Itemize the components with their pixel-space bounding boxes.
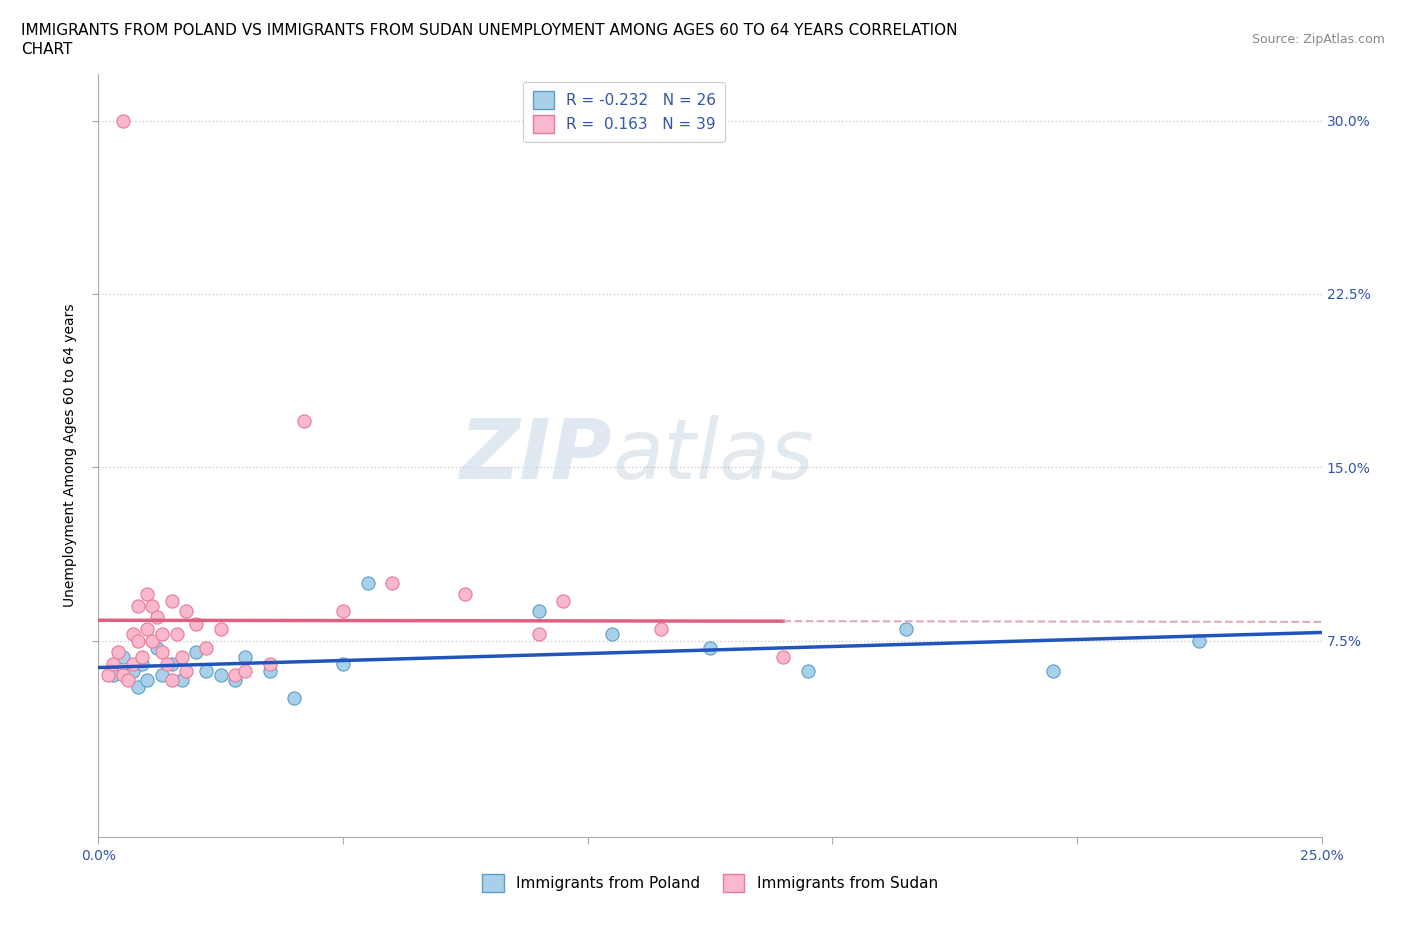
Legend: Immigrants from Poland, Immigrants from Sudan: Immigrants from Poland, Immigrants from … bbox=[477, 868, 943, 898]
Immigrants from Sudan bbox=[111, 668, 134, 683]
Immigrants from Sudan bbox=[146, 610, 169, 625]
Immigrants from Sudan bbox=[772, 649, 794, 664]
Immigrants from Poland bbox=[131, 657, 153, 671]
Immigrants from Sudan bbox=[224, 668, 246, 683]
Immigrants from Sudan bbox=[111, 113, 134, 128]
Immigrants from Poland bbox=[121, 663, 143, 678]
Immigrants from Poland bbox=[150, 668, 173, 683]
Immigrants from Sudan bbox=[454, 587, 477, 602]
Immigrants from Poland bbox=[233, 649, 256, 664]
Immigrants from Sudan bbox=[156, 657, 179, 671]
Immigrants from Sudan bbox=[259, 657, 281, 671]
Immigrants from Sudan bbox=[195, 640, 218, 655]
Immigrants from Sudan bbox=[107, 644, 129, 659]
Immigrants from Sudan bbox=[170, 649, 193, 664]
Immigrants from Poland bbox=[332, 657, 354, 671]
Text: Source: ZipAtlas.com: Source: ZipAtlas.com bbox=[1251, 33, 1385, 46]
Immigrants from Poland bbox=[600, 626, 623, 641]
Immigrants from Poland bbox=[136, 672, 159, 687]
Immigrants from Sudan bbox=[166, 626, 188, 641]
Immigrants from Sudan bbox=[141, 633, 163, 648]
Immigrants from Sudan bbox=[176, 603, 198, 618]
Immigrants from Poland bbox=[224, 672, 246, 687]
Immigrants from Sudan bbox=[150, 644, 173, 659]
Immigrants from Poland bbox=[1188, 633, 1211, 648]
Immigrants from Sudan bbox=[527, 626, 550, 641]
Immigrants from Sudan bbox=[176, 663, 198, 678]
Immigrants from Sudan bbox=[121, 657, 143, 671]
Immigrants from Sudan bbox=[101, 657, 124, 671]
Immigrants from Poland bbox=[797, 663, 820, 678]
Immigrants from Sudan bbox=[136, 587, 159, 602]
Immigrants from Poland bbox=[101, 668, 124, 683]
Immigrants from Poland bbox=[356, 576, 378, 591]
Immigrants from Poland bbox=[160, 657, 183, 671]
Immigrants from Sudan bbox=[150, 626, 173, 641]
Immigrants from Sudan bbox=[292, 414, 315, 429]
Immigrants from Sudan bbox=[233, 663, 256, 678]
Immigrants from Sudan bbox=[332, 603, 354, 618]
Immigrants from Poland bbox=[146, 640, 169, 655]
Immigrants from Poland bbox=[127, 679, 149, 694]
Immigrants from Sudan bbox=[553, 594, 575, 609]
Text: atlas: atlas bbox=[612, 415, 814, 497]
Immigrants from Sudan bbox=[381, 576, 404, 591]
Immigrants from Sudan bbox=[160, 594, 183, 609]
Immigrants from Poland bbox=[170, 672, 193, 687]
Immigrants from Poland bbox=[699, 640, 721, 655]
Immigrants from Poland bbox=[186, 644, 208, 659]
Text: IMMIGRANTS FROM POLAND VS IMMIGRANTS FROM SUDAN UNEMPLOYMENT AMONG AGES 60 TO 64: IMMIGRANTS FROM POLAND VS IMMIGRANTS FRO… bbox=[21, 23, 957, 38]
Immigrants from Poland bbox=[259, 663, 281, 678]
Immigrants from Poland bbox=[527, 603, 550, 618]
Immigrants from Sudan bbox=[160, 672, 183, 687]
Immigrants from Sudan bbox=[141, 599, 163, 614]
Immigrants from Sudan bbox=[121, 626, 143, 641]
Immigrants from Sudan bbox=[136, 621, 159, 636]
Immigrants from Sudan bbox=[127, 599, 149, 614]
Immigrants from Sudan bbox=[117, 672, 139, 687]
Immigrants from Sudan bbox=[209, 621, 232, 636]
Immigrants from Sudan bbox=[127, 633, 149, 648]
Immigrants from Sudan bbox=[186, 617, 208, 631]
Text: CHART: CHART bbox=[21, 42, 73, 57]
Immigrants from Sudan bbox=[650, 621, 672, 636]
Immigrants from Poland bbox=[283, 691, 305, 706]
Immigrants from Sudan bbox=[97, 668, 120, 683]
Immigrants from Poland bbox=[209, 668, 232, 683]
Immigrants from Sudan bbox=[131, 649, 153, 664]
Immigrants from Poland bbox=[894, 621, 917, 636]
Text: ZIP: ZIP bbox=[460, 415, 612, 497]
Immigrants from Poland bbox=[1042, 663, 1064, 678]
Y-axis label: Unemployment Among Ages 60 to 64 years: Unemployment Among Ages 60 to 64 years bbox=[63, 304, 77, 607]
Immigrants from Poland bbox=[195, 663, 218, 678]
Immigrants from Poland bbox=[111, 649, 134, 664]
